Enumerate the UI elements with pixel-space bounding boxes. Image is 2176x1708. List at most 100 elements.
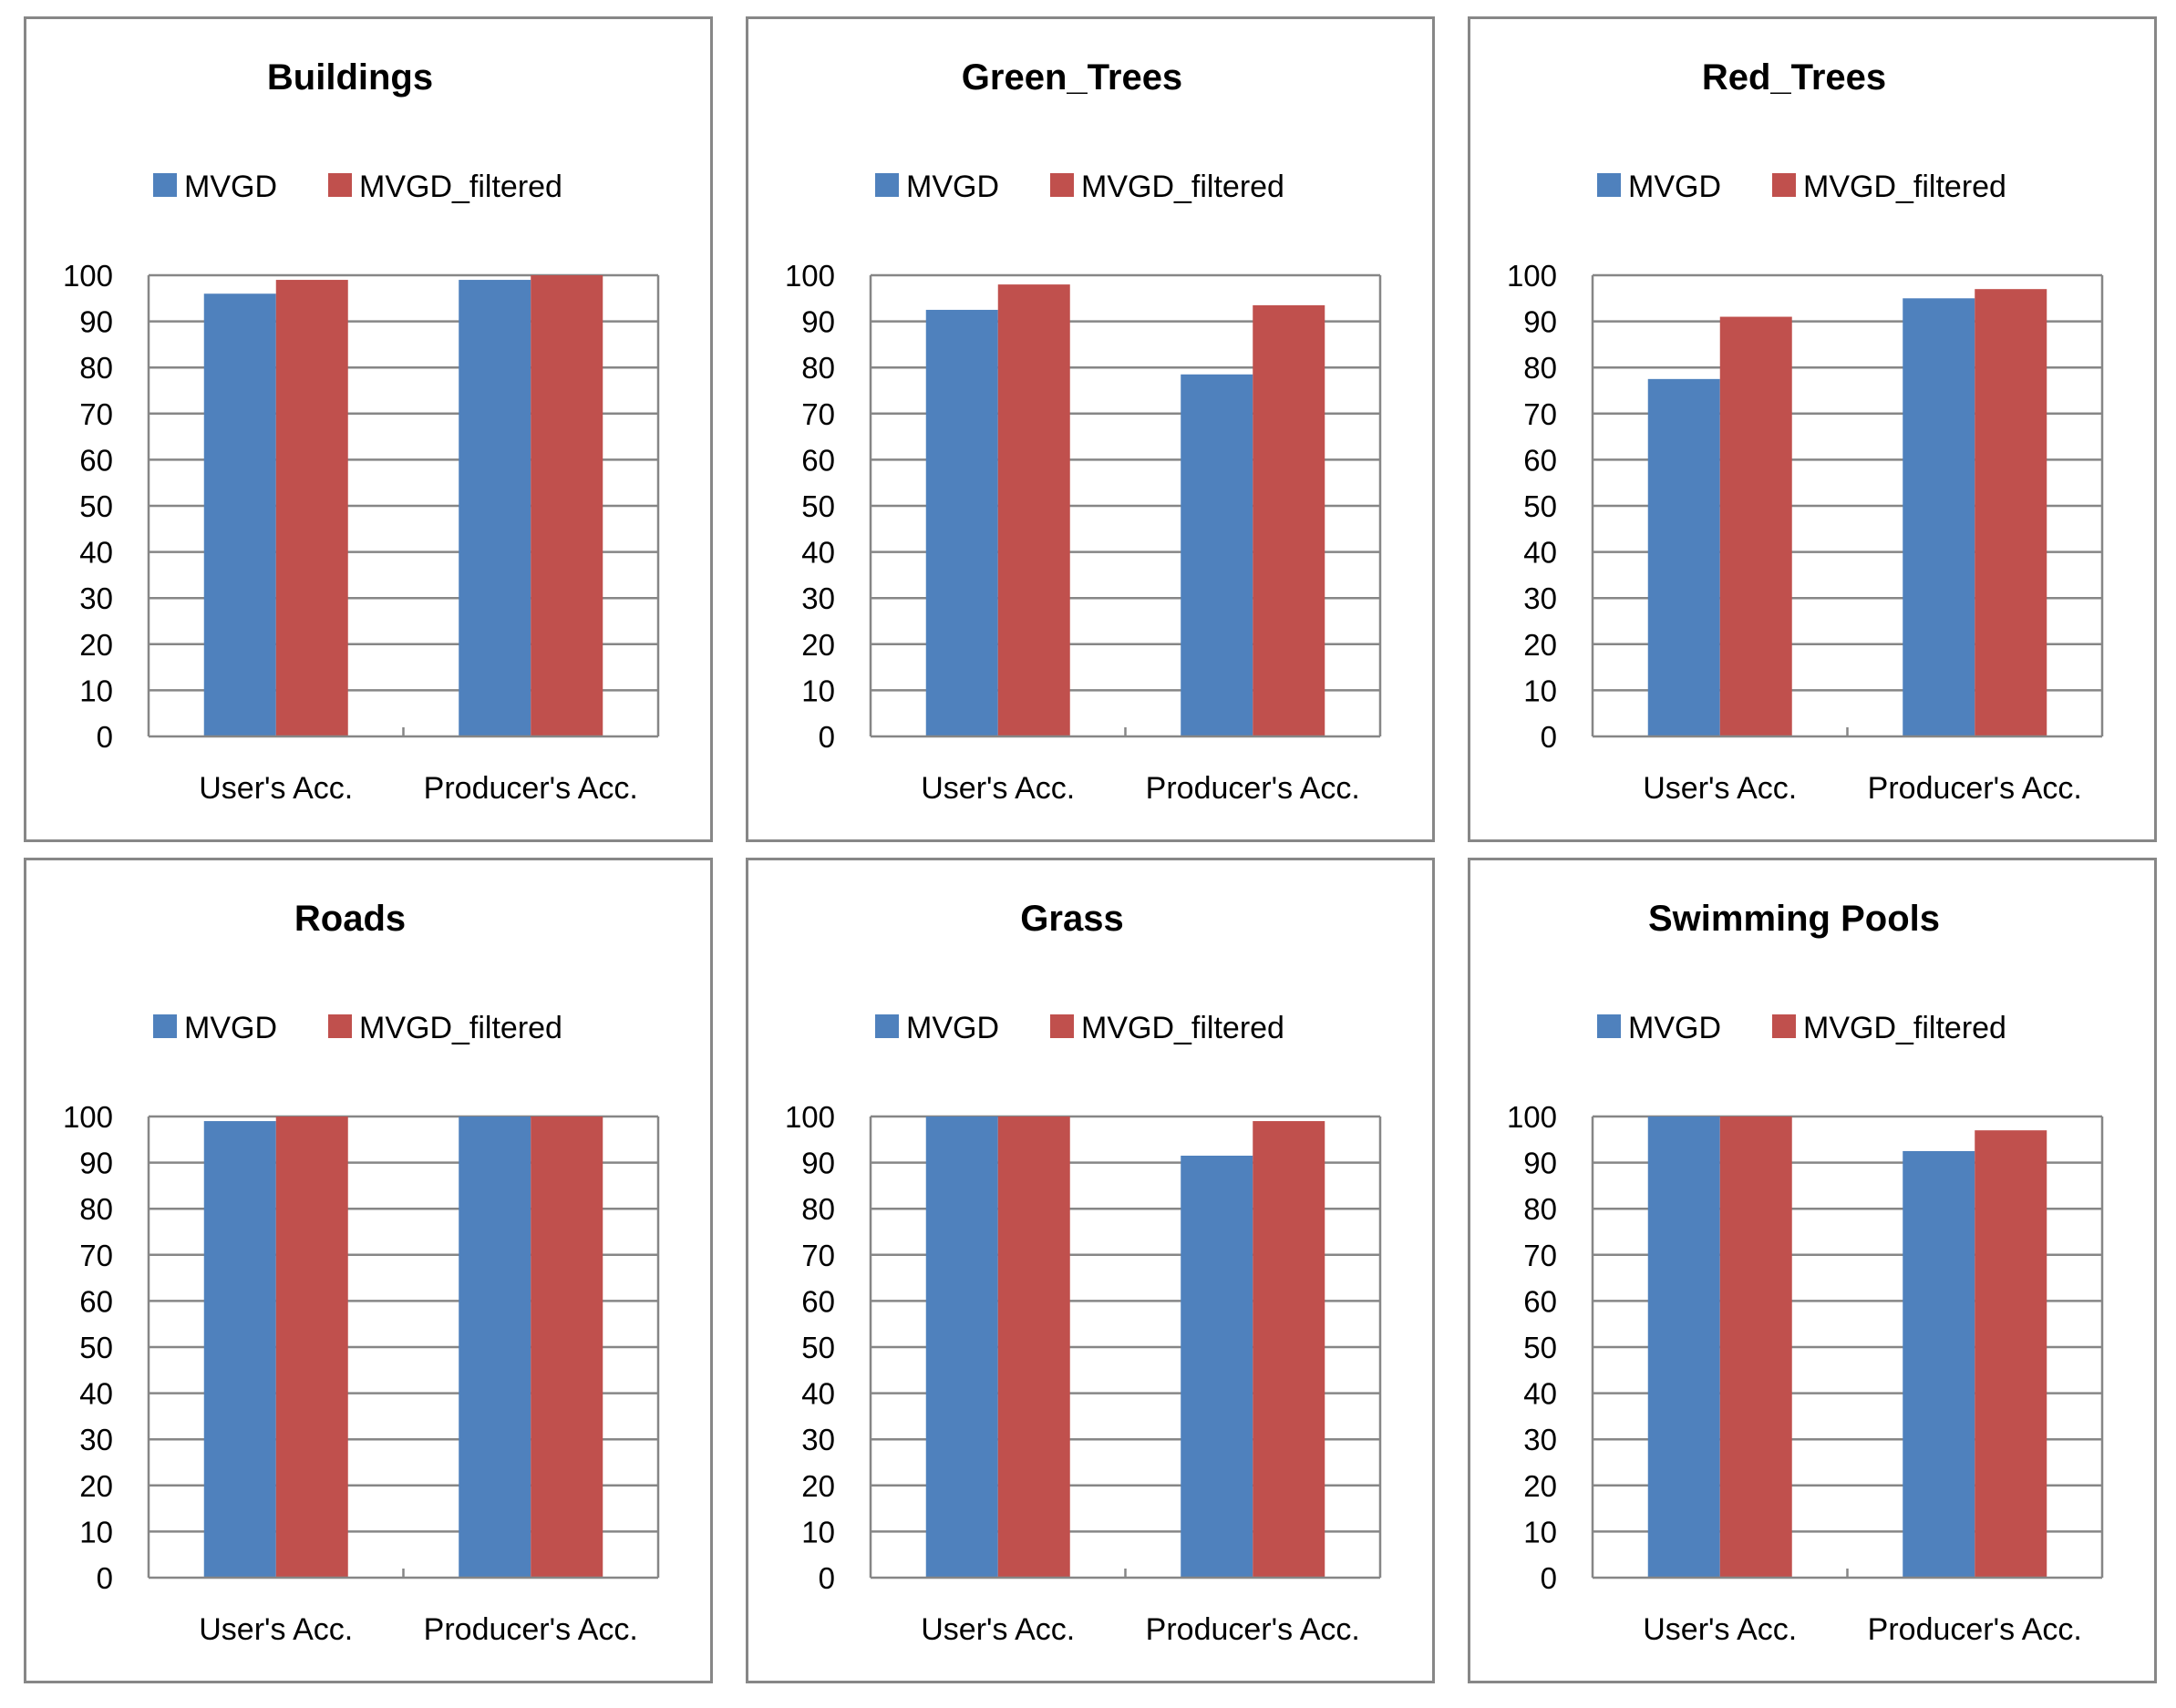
chart-panel-2: Green_Trees MVGD MVGD_filtered 0 10 20 30 40 50 6…: [748, 18, 1434, 841]
y-tick-label: 10: [801, 1515, 835, 1549]
bar-mvgd-filtered-2: [1975, 1130, 2047, 1578]
y-tick-label: 80: [801, 1192, 835, 1226]
y-tick-label: 30: [79, 1423, 113, 1456]
y-tick-label: 0: [1541, 720, 1557, 754]
x-tick-label: Producer's Acc.: [1868, 771, 2082, 806]
legend-label: MVGD: [184, 170, 277, 204]
legend-label: MVGD: [906, 1011, 999, 1045]
bar-mvgd-2: [459, 1116, 531, 1578]
y-tick-label: 10: [79, 674, 113, 707]
bar-mvgd-filtered-2: [1975, 289, 2047, 736]
bar-mvgd-1: [926, 310, 998, 736]
bar-mvgd-2: [1181, 375, 1253, 736]
legend-label: MVGD_filtered: [1803, 170, 2006, 204]
legend-swatch: [1050, 1014, 1074, 1038]
y-tick-label: 10: [79, 1515, 113, 1549]
y-tick-label: 50: [1523, 1331, 1557, 1364]
chart-title: Buildings: [267, 57, 433, 98]
legend-swatch: [1772, 1014, 1796, 1038]
y-tick-label: 60: [801, 1284, 835, 1318]
y-tick-label: 0: [97, 1561, 113, 1595]
y-tick-label: 60: [1523, 1284, 1557, 1318]
bar-mvgd-filtered-2: [1253, 1121, 1325, 1578]
bar-mvgd-1: [1648, 379, 1720, 736]
legend-swatch: [328, 1014, 352, 1038]
panel-border: [26, 18, 712, 841]
legend-swatch: [1597, 173, 1621, 197]
y-tick-label: 50: [801, 489, 835, 523]
y-tick-label: 90: [1523, 1147, 1557, 1180]
x-tick-label: Producer's Acc.: [1146, 1612, 1360, 1647]
legend-label: MVGD: [184, 1011, 277, 1045]
bar-mvgd-filtered-2: [1253, 305, 1325, 736]
legend-swatch: [328, 173, 352, 197]
y-tick-label: 70: [1523, 1239, 1557, 1272]
x-tick-label: User's Acc.: [1643, 771, 1797, 806]
legend-swatch: [1772, 173, 1796, 197]
y-tick-label: 90: [801, 1147, 835, 1180]
y-tick-label: 90: [79, 305, 113, 339]
y-tick-label: 80: [79, 351, 113, 385]
panel-border: [26, 859, 712, 1682]
legend-label: MVGD_filtered: [359, 1011, 562, 1045]
y-tick-label: 70: [79, 1239, 113, 1272]
chart-title: Roads: [294, 899, 406, 939]
bar-mvgd-filtered-1: [1720, 1116, 1792, 1578]
y-tick-label: 20: [79, 1469, 113, 1503]
y-tick-label: 100: [63, 1100, 113, 1134]
y-tick-label: 90: [79, 1147, 113, 1180]
y-tick-label: 70: [801, 1239, 835, 1272]
y-tick-label: 20: [801, 1469, 835, 1503]
legend-swatch: [875, 1014, 899, 1038]
panel-border: [748, 859, 1434, 1682]
y-tick-label: 20: [1523, 1469, 1557, 1503]
y-tick-label: 60: [79, 443, 113, 477]
bar-mvgd-1: [204, 293, 276, 736]
panel-border: [1470, 18, 2156, 841]
bar-mvgd-filtered-1: [998, 1116, 1070, 1578]
x-tick-label: User's Acc.: [1643, 1612, 1797, 1647]
y-tick-label: 100: [1507, 1100, 1557, 1134]
legend-label: MVGD_filtered: [1081, 170, 1284, 204]
bar-mvgd-1: [1648, 1116, 1720, 1578]
chart-panel-1: Buildings MVGD MVGD_filtered 0 10 20 30 40 50 60 7…: [26, 18, 712, 841]
y-tick-label: 70: [79, 397, 113, 431]
x-tick-label: User's Acc.: [199, 771, 353, 806]
y-tick-label: 10: [1523, 674, 1557, 707]
bar-mvgd-filtered-1: [276, 1116, 348, 1578]
y-tick-label: 80: [1523, 1192, 1557, 1226]
y-tick-label: 10: [1523, 1515, 1557, 1549]
x-tick-label: User's Acc.: [921, 771, 1075, 806]
y-tick-label: 20: [79, 628, 113, 662]
legend-swatch: [153, 1014, 177, 1038]
y-tick-label: 30: [1523, 1423, 1557, 1456]
y-tick-label: 100: [785, 1100, 835, 1134]
y-tick-label: 0: [819, 1561, 835, 1595]
legend-label: MVGD: [906, 170, 999, 204]
x-tick-label: Producer's Acc.: [1146, 771, 1360, 806]
y-tick-label: 20: [1523, 628, 1557, 662]
y-tick-label: 0: [97, 720, 113, 754]
y-tick-label: 70: [1523, 397, 1557, 431]
y-tick-label: 40: [801, 536, 835, 570]
legend-label: MVGD: [1628, 1011, 1721, 1045]
legend-swatch: [1597, 1014, 1621, 1038]
chart-panel-4: Roads MVGD MVGD_filtered 0 10 20 30 40 50 60 70 80 9…: [26, 859, 712, 1682]
y-tick-label: 40: [1523, 1377, 1557, 1411]
bar-mvgd-filtered-1: [276, 280, 348, 736]
y-tick-label: 70: [801, 397, 835, 431]
bar-mvgd-2: [459, 280, 531, 736]
legend-label: MVGD: [1628, 170, 1721, 204]
chart-panel-5: Grass MVGD MVGD_filtered 0 10 20 30 40 50 60 70 80 9…: [748, 859, 1434, 1682]
bar-mvgd-2: [1903, 298, 1975, 736]
legend-label: MVGD_filtered: [1803, 1011, 2006, 1045]
chart-title: Red_Trees: [1702, 57, 1886, 98]
legend-label: MVGD_filtered: [359, 170, 562, 204]
y-tick-label: 30: [801, 581, 835, 615]
panel-border: [748, 18, 1434, 841]
y-tick-label: 100: [63, 259, 113, 293]
y-tick-label: 30: [801, 1423, 835, 1456]
chart-title: Grass: [1020, 899, 1123, 939]
chart-title: Green_Trees: [962, 57, 1182, 98]
y-tick-label: 80: [79, 1192, 113, 1226]
